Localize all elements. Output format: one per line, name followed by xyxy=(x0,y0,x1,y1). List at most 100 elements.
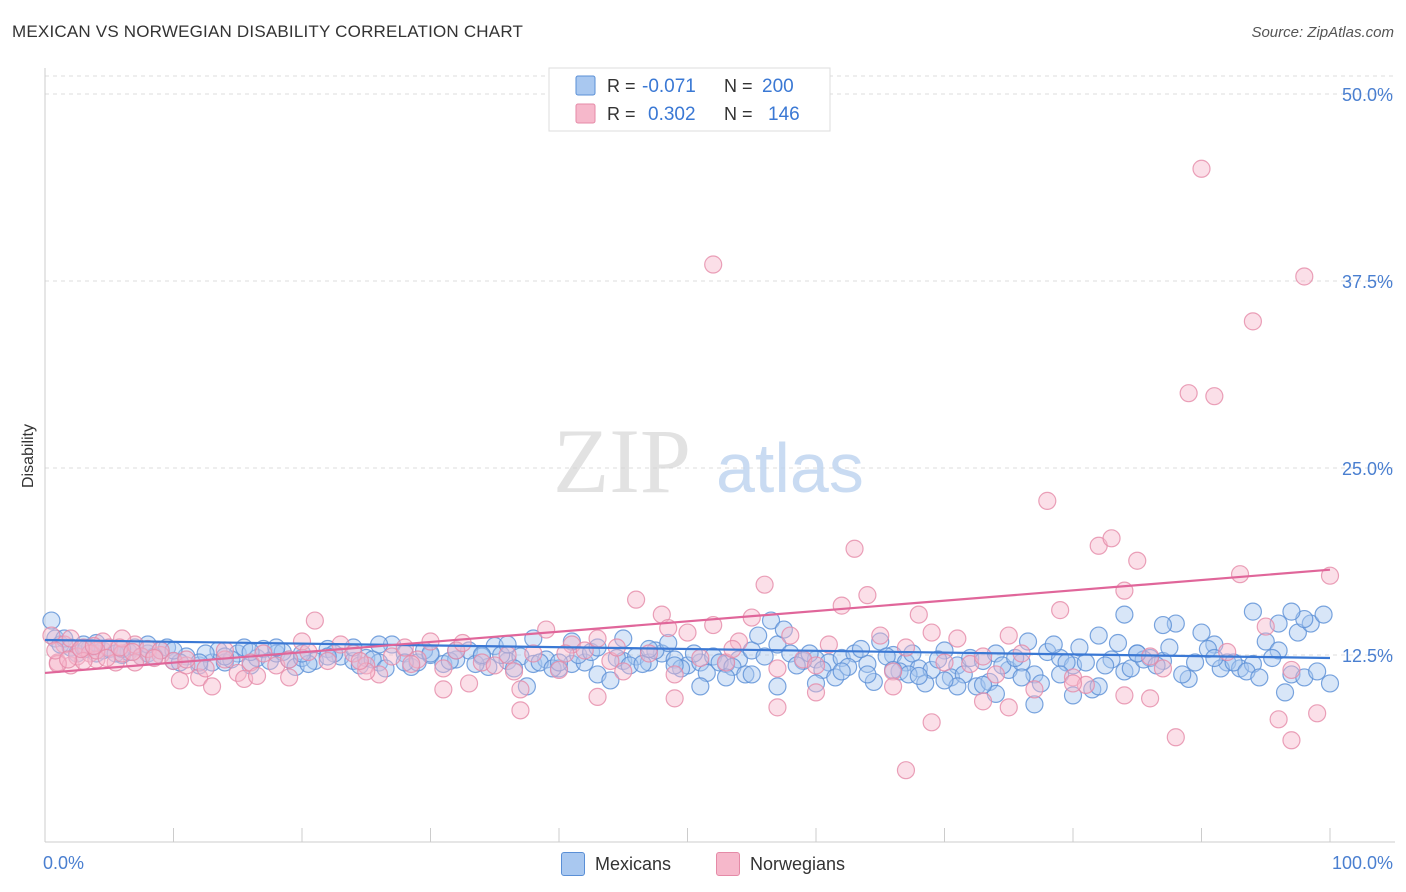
mexican-point xyxy=(1192,623,1211,642)
mexican-point xyxy=(1243,602,1263,621)
norwegian-point xyxy=(556,644,575,663)
mexican-point xyxy=(851,639,871,659)
mexican-point xyxy=(1096,656,1115,675)
norwegian-point xyxy=(1230,565,1250,584)
norwegian-point xyxy=(511,701,530,720)
norwegian-point xyxy=(691,648,710,668)
norwegian-point xyxy=(883,662,903,681)
norwegian-point xyxy=(190,668,209,687)
norwegian-point xyxy=(781,626,800,645)
mexican-point xyxy=(768,677,787,696)
norwegian-point xyxy=(806,683,826,702)
legend-item-norwegians[interactable]: Norwegians xyxy=(716,852,845,876)
mexican-point xyxy=(1115,605,1134,624)
mexican-point xyxy=(466,654,485,674)
norwegian-point xyxy=(614,662,633,681)
y-tick-label: 50.0% xyxy=(1342,85,1393,105)
mexican-point xyxy=(1044,635,1063,654)
mexican-point xyxy=(196,644,215,663)
norwegian-point xyxy=(1218,642,1237,662)
norwegian-point xyxy=(524,644,543,663)
legend-item-mexicans[interactable]: Mexicans xyxy=(560,852,671,876)
norwegian-point xyxy=(883,677,903,696)
norwegian-point xyxy=(402,654,421,674)
norwegian-point xyxy=(768,698,787,717)
norwegian-point xyxy=(1051,601,1070,620)
norwegian-point xyxy=(280,650,299,669)
axes xyxy=(44,68,1395,843)
norwegian-point xyxy=(896,761,916,780)
stats-legend: R = -0.071 N = 200 R = 0.302 N = 146 xyxy=(548,67,831,132)
mexican-point xyxy=(1160,638,1179,657)
norwegian-point xyxy=(97,648,116,668)
norwegian-point xyxy=(1205,387,1224,406)
trend-lines xyxy=(44,568,1331,675)
mexican-point xyxy=(1314,605,1333,624)
y-axis-label: Disability xyxy=(20,424,37,488)
mexican-point xyxy=(742,665,761,684)
norwegian-point xyxy=(46,641,65,660)
norwegian-point xyxy=(1295,267,1314,286)
mexican-point xyxy=(1269,641,1288,660)
mexican-point xyxy=(736,665,755,684)
watermark-atlas: atlas xyxy=(716,429,864,507)
norwegian-point xyxy=(1282,660,1301,680)
norwegian-point xyxy=(1025,680,1044,699)
bottom-legend: Mexicans Norwegians xyxy=(0,852,1406,881)
mexican-point xyxy=(633,654,652,674)
norwegian-point xyxy=(196,659,215,678)
norwegian-point xyxy=(1166,728,1185,747)
norwegian-point xyxy=(1038,491,1057,510)
norwegian-point xyxy=(1128,551,1147,570)
norwegian-point xyxy=(453,633,472,653)
mexican-point xyxy=(1282,602,1301,621)
mexican-point xyxy=(1089,626,1108,645)
norwegian-point xyxy=(896,638,916,657)
norwegian-point xyxy=(504,662,524,681)
norwegian-point xyxy=(999,698,1018,717)
mexican-point xyxy=(1173,665,1192,684)
mexican-point xyxy=(832,662,851,681)
mexican-point xyxy=(1198,639,1218,659)
legend-n-value-blue: 200 xyxy=(762,76,794,97)
y-tick-label: 25.0% xyxy=(1342,459,1393,479)
mexican-point xyxy=(1250,668,1269,687)
norwegian-point xyxy=(755,575,774,594)
norwegian-point xyxy=(292,632,312,651)
mexican-point xyxy=(858,654,877,674)
mexican-point xyxy=(1308,662,1327,681)
mexican-point xyxy=(1012,668,1031,687)
legend-swatch-blue xyxy=(575,75,596,96)
mexican-point xyxy=(1070,638,1089,657)
norwegian-point xyxy=(973,647,993,666)
source-label: Source: ZipAtlas.com xyxy=(1251,24,1394,41)
norwegian-point xyxy=(318,651,337,671)
mexican-point xyxy=(761,611,781,630)
norwegian-point xyxy=(948,629,967,648)
norwegian-point xyxy=(575,641,594,660)
norwegian-point xyxy=(1140,689,1160,708)
mexican-point xyxy=(1275,683,1295,702)
legend-n-label-pink: N = xyxy=(724,104,753,124)
norwegian-point xyxy=(665,689,684,708)
mexican-point xyxy=(1025,695,1044,714)
legend-n-label-blue: N = xyxy=(724,76,753,96)
norwegian-point xyxy=(626,590,646,609)
norwegian-point xyxy=(485,656,504,675)
gridlines xyxy=(45,75,1395,656)
mexican-point xyxy=(935,671,954,690)
mexican-point xyxy=(549,653,569,672)
mexican-point xyxy=(691,677,710,696)
norwegian-point xyxy=(704,255,723,274)
norwegian-point xyxy=(922,713,941,732)
norwegian-point xyxy=(986,665,1006,684)
mexican-point xyxy=(659,633,678,653)
norwegian-point xyxy=(434,659,453,678)
mexican-point xyxy=(440,651,459,671)
tick-labels: 12.5% 25.0% 37.5% 50.0% 0.0% 100.0% xyxy=(43,85,1393,873)
norwegians-trend-line xyxy=(44,568,1331,675)
legend-label-mexicans: Mexicans xyxy=(594,853,671,874)
mexican-point xyxy=(1108,633,1128,653)
norwegian-point xyxy=(909,605,928,624)
mexican-point xyxy=(1256,632,1275,651)
